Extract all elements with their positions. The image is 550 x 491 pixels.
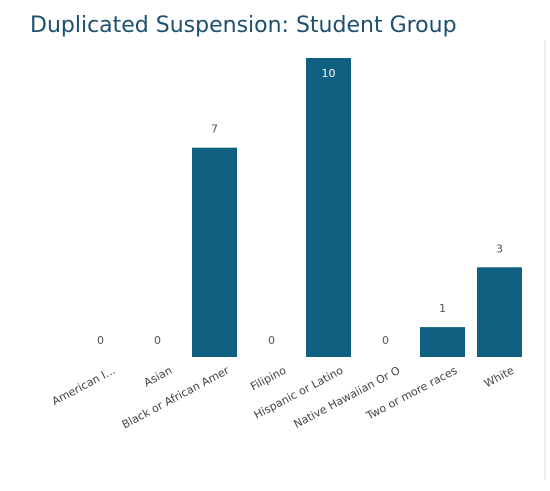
- value-label: 0: [97, 334, 104, 347]
- value-label: 1: [439, 302, 446, 315]
- chart-title: Duplicated Suspension: Student Group: [30, 13, 457, 38]
- value-label: 0: [268, 334, 275, 347]
- value-label: 0: [382, 334, 389, 347]
- bar: [420, 327, 465, 357]
- value-label: 0: [154, 334, 161, 347]
- value-label: 3: [496, 242, 503, 255]
- bar: [477, 267, 522, 357]
- value-label: 7: [211, 123, 218, 136]
- bar: [192, 147, 237, 357]
- value-label: 10: [322, 67, 336, 80]
- bar: [306, 58, 351, 357]
